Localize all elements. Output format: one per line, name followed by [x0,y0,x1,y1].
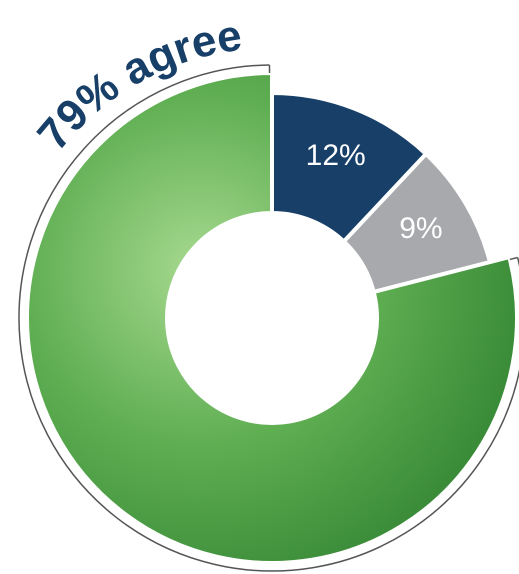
rim-edge [509,256,518,261]
value-label: 12% [306,139,366,172]
pie-slice [25,70,519,565]
value-label: 9% [399,212,442,245]
slice-rim [18,64,519,572]
